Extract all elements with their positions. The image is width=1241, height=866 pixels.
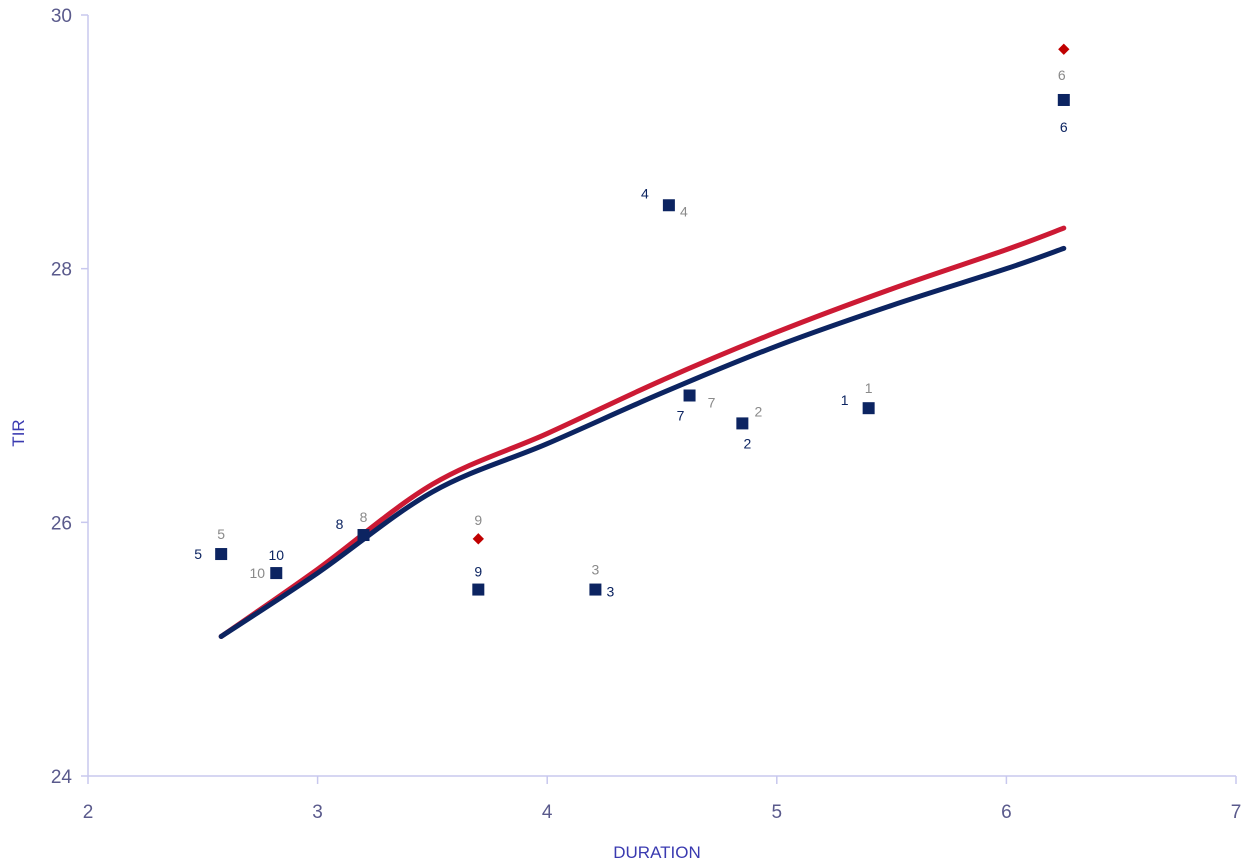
y-axis-title: TIR (9, 419, 28, 446)
series-b-label-10: 10 (249, 565, 265, 581)
y-tick-label: 24 (51, 767, 73, 788)
red-fit-curve (218, 225, 1067, 639)
series-a-points: 1 2 3 4 5 6 7 8 9 10 (194, 93, 1070, 600)
square-marker-9 (472, 583, 485, 596)
series-a-label-10: 10 (268, 547, 284, 563)
series-b-label-7: 7 (708, 395, 716, 411)
x-tick-label: 6 (1001, 802, 1012, 823)
series-a-label-9: 9 (474, 564, 482, 580)
square-marker-4 (662, 199, 675, 212)
series-a-label-7: 7 (677, 408, 685, 424)
y-ticks: 24 26 28 30 (51, 6, 88, 788)
square-marker-7 (683, 389, 696, 402)
series-b-label-9: 9 (474, 512, 482, 528)
series-b-points: 1 2 3 4 5 6 7 8 9 10 (217, 43, 1070, 581)
square-marker-6 (1057, 93, 1070, 106)
series-a-label-5: 5 (194, 546, 202, 562)
series-b-label-1: 1 (865, 380, 873, 396)
x-axis-title: DURATION (613, 843, 701, 862)
y-tick-label: 26 (51, 513, 72, 534)
y-tick-label: 30 (51, 6, 72, 27)
x-tick-label: 4 (542, 802, 553, 823)
series-b-label-5: 5 (217, 526, 225, 542)
series-a-label-8: 8 (336, 516, 344, 532)
y-tick-label: 28 (51, 260, 72, 281)
series-a-label-3: 3 (607, 584, 615, 600)
diamond-marker-9 (472, 533, 484, 545)
x-ticks: 2 3 4 5 6 7 (83, 776, 1241, 823)
square-marker-5 (215, 548, 228, 561)
series-a-label-4: 4 (641, 185, 649, 201)
square-marker-10 (270, 567, 283, 580)
axes (87, 15, 1236, 777)
x-tick-label: 3 (312, 802, 323, 823)
square-marker-2 (736, 417, 749, 430)
x-tick-label: 7 (1231, 802, 1241, 823)
series-a-label-6: 6 (1060, 119, 1068, 135)
square-marker-1 (862, 402, 875, 415)
series-b-label-8: 8 (360, 509, 368, 525)
series-b-label-4: 4 (680, 203, 688, 219)
series-b-label-6: 6 (1058, 67, 1066, 83)
square-marker-3 (589, 583, 602, 596)
navy-fit-curve (218, 245, 1067, 639)
series-b-label-3: 3 (592, 562, 600, 578)
series-a-label-2: 2 (743, 435, 751, 451)
series-a-label-1: 1 (841, 392, 849, 408)
x-tick-label: 2 (83, 802, 94, 823)
square-marker-8 (357, 529, 370, 542)
series-b-label-2: 2 (754, 403, 762, 419)
diamond-marker-6 (1058, 43, 1070, 55)
fit-curves (218, 225, 1067, 639)
x-tick-label: 5 (772, 802, 783, 823)
